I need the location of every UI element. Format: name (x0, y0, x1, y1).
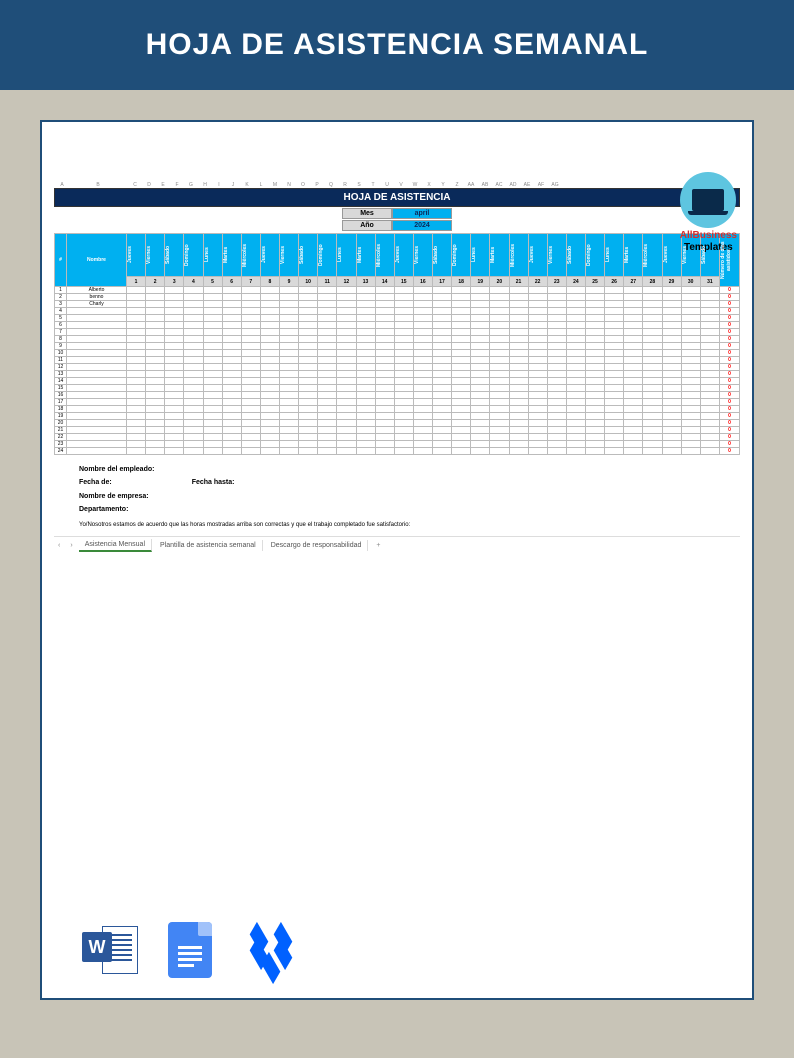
attendance-table: #NombreJuevesViernesSábadoDomingoLunesMa… (54, 233, 740, 455)
table-row: 6 0 (55, 322, 740, 329)
form-section: Nombre del empleado: Fecha de: Fecha has… (54, 463, 740, 516)
table-row: 24 0 (55, 448, 740, 455)
table-row: 14 0 (55, 378, 740, 385)
month-value: april (392, 208, 452, 219)
page-banner: HOJA DE ASISTENCIA SEMANAL (0, 0, 794, 90)
banner-title: HOJA DE ASISTENCIA SEMANAL (146, 28, 649, 61)
tab-next-button[interactable]: › (66, 542, 76, 549)
year-label: Año (342, 220, 392, 231)
employee-label: Nombre del empleado: (79, 466, 154, 473)
table-row: 23 0 (55, 441, 740, 448)
table-row: 17 0 (55, 399, 740, 406)
table-row: 15 0 (55, 385, 740, 392)
table-row: 12 0 (55, 364, 740, 371)
table-row: 9 0 (55, 343, 740, 350)
month-row: Mes april (54, 208, 740, 219)
document-preview: AllBusiness Templates ABCDEFGHIJKLMNOPQR… (40, 120, 754, 1000)
table-row: 2benno 0 (55, 294, 740, 301)
tab-weekly[interactable]: Plantilla de asistencia semanal (154, 540, 263, 551)
table-row: 7 0 (55, 329, 740, 336)
page-wrap: AllBusiness Templates ABCDEFGHIJKLMNOPQR… (0, 90, 794, 1030)
table-row: 19 0 (55, 413, 740, 420)
download-icons: W (82, 922, 302, 978)
table-row: 11 0 (55, 357, 740, 364)
month-label: Mes (342, 208, 392, 219)
table-row: 3Charly 0 (55, 301, 740, 308)
tab-disclaimer[interactable]: Descargo de responsabilidad (265, 540, 369, 551)
tab-monthly[interactable]: Asistencia Mensual (79, 539, 152, 552)
table-row: 16 0 (55, 392, 740, 399)
tab-add-button[interactable]: + (370, 542, 386, 549)
dept-label: Departamento: (79, 506, 128, 513)
table-row: 10 0 (55, 350, 740, 357)
table-row: 8 0 (55, 336, 740, 343)
sheet-tabs: ‹ › Asistencia Mensual Plantilla de asis… (54, 536, 740, 552)
logo-circle-icon (680, 172, 736, 228)
table-row: 21 0 (55, 427, 740, 434)
year-row: Año 2024 (54, 220, 740, 231)
sheet-title: HOJA DE ASISTENCIA (54, 188, 740, 207)
table-row: 13 0 (55, 371, 740, 378)
date-to-label: Fecha hasta: (192, 479, 235, 486)
dropbox-icon[interactable] (242, 925, 302, 975)
table-row: 5 0 (55, 315, 740, 322)
table-row: 20 0 (55, 420, 740, 427)
company-label: Nombre de empresa: (79, 493, 149, 500)
table-row: 4 0 (55, 308, 740, 315)
year-value: 2024 (392, 220, 452, 231)
google-docs-icon[interactable] (168, 922, 212, 978)
table-row: 22 0 (55, 434, 740, 441)
word-icon[interactable]: W (82, 922, 138, 978)
table-row: 1Alberto 0 (55, 287, 740, 294)
table-row: 18 0 (55, 406, 740, 413)
date-from-label: Fecha de: (79, 479, 112, 486)
tab-prev-button[interactable]: ‹ (54, 542, 64, 549)
laptop-icon (692, 189, 724, 211)
disclaimer-text: Yo/Nosotros estamos de acuerdo que las h… (54, 522, 740, 528)
